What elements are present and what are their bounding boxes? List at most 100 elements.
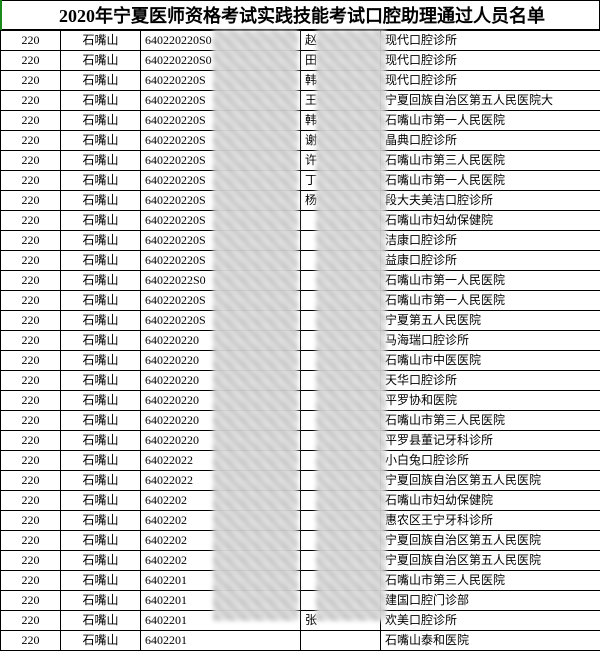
cell-code: 220 — [1, 291, 61, 311]
table-row: 220石嘴山640220220石嘴山市第三人民医院 — [1, 411, 600, 431]
table-row: 220石嘴山640220220平罗县董记牙科诊所 — [1, 431, 600, 451]
cell-hospital: 石嘴山市妇幼保健院 — [381, 211, 600, 231]
table-row: 220石嘴山6402201建国口腔门诊部 — [1, 591, 600, 611]
cell-city: 石嘴山 — [61, 351, 141, 371]
cell-city: 石嘴山 — [61, 91, 141, 111]
cell-city: 石嘴山 — [61, 611, 141, 631]
cell-city: 石嘴山 — [61, 311, 141, 331]
cell-city: 石嘴山 — [61, 31, 141, 51]
cell-city: 石嘴山 — [61, 471, 141, 491]
cell-hospital: 平罗县董记牙科诊所 — [381, 431, 600, 451]
cell-city: 石嘴山 — [61, 571, 141, 591]
cell-name — [301, 631, 381, 651]
cell-code: 220 — [1, 491, 61, 511]
table-row: 220石嘴山640220220S许石嘴山市第三人民医院 — [1, 151, 600, 171]
cell-hospital: 现代口腔诊所 — [381, 71, 600, 91]
table-row: 220石嘴山640220220石嘴山市中医医院 — [1, 351, 600, 371]
cell-hospital: 现代口腔诊所 — [381, 51, 600, 71]
cell-code: 220 — [1, 211, 61, 231]
cell-city: 石嘴山 — [61, 151, 141, 171]
cell-hospital: 石嘴山市第三人民医院 — [381, 411, 600, 431]
cell-code: 220 — [1, 511, 61, 531]
cell-city: 石嘴山 — [61, 511, 141, 531]
cell-hospital: 惠农区王宁牙科诊所 — [381, 511, 600, 531]
cell-city: 石嘴山 — [61, 231, 141, 251]
cell-city: 石嘴山 — [61, 591, 141, 611]
table-row: 220石嘴山640220220S丁石嘴山市第一人民医院 — [1, 171, 600, 191]
cell-code: 220 — [1, 351, 61, 371]
redaction-strip-names — [316, 30, 386, 621]
cell-code: 220 — [1, 411, 61, 431]
redaction-strip-ids — [213, 30, 298, 621]
cell-code: 220 — [1, 371, 61, 391]
cell-city: 石嘴山 — [61, 271, 141, 291]
cell-city: 石嘴山 — [61, 291, 141, 311]
table-row: 220石嘴山6402201石嘴山泰和医院 — [1, 631, 600, 651]
table-row: 220石嘴山640220220S韩现代口腔诊所 — [1, 71, 600, 91]
cell-city: 石嘴山 — [61, 331, 141, 351]
cell-hospital: 宁夏回族自治区第五人民医院 — [381, 551, 600, 571]
table-row: 220石嘴山64022022宁夏回族自治区第五人民医院 — [1, 471, 600, 491]
cell-code: 220 — [1, 611, 61, 631]
cell-city: 石嘴山 — [61, 171, 141, 191]
cell-hospital: 宁夏第五人民医院 — [381, 311, 600, 331]
cell-code: 220 — [1, 231, 61, 251]
cell-city: 石嘴山 — [61, 531, 141, 551]
cell-code: 220 — [1, 91, 61, 111]
cell-hospital: 石嘴山市妇幼保健院 — [381, 491, 600, 511]
table-row: 220石嘴山640220220天华口腔诊所 — [1, 371, 600, 391]
cell-city: 石嘴山 — [61, 411, 141, 431]
cell-hospital: 小白兔口腔诊所 — [381, 451, 600, 471]
table-row: 220石嘴山6402201石嘴山市第三人民医院 — [1, 571, 600, 591]
cell-city: 石嘴山 — [61, 71, 141, 91]
cell-code: 220 — [1, 431, 61, 451]
cell-code: 220 — [1, 531, 61, 551]
document-root: 2020年宁夏医师资格考试实践技能考试口腔助理通过人员名单 220石嘴山6402… — [0, 0, 600, 651]
cell-code: 220 — [1, 131, 61, 151]
cell-city: 石嘴山 — [61, 431, 141, 451]
table-row: 220石嘴山640220220S洁康口腔诊所 — [1, 231, 600, 251]
cell-code: 220 — [1, 391, 61, 411]
cell-hospital: 宁夏回族自治区第五人民医院 — [381, 531, 600, 551]
cell-code: 220 — [1, 251, 61, 271]
cell-city: 石嘴山 — [61, 451, 141, 471]
cell-hospital: 马海瑞口腔诊所 — [381, 331, 600, 351]
table-row: 220石嘴山640220220S0赵现代口腔诊所 — [1, 31, 600, 51]
cell-hospital: 石嘴山市第一人民医院 — [381, 171, 600, 191]
table-row: 220石嘴山6402202宁夏回族自治区第五人民医院 — [1, 531, 600, 551]
cell-code: 220 — [1, 591, 61, 611]
table-row: 220石嘴山640220220平罗协和医院 — [1, 391, 600, 411]
cell-city: 石嘴山 — [61, 491, 141, 511]
cell-code: 220 — [1, 471, 61, 491]
table-row: 220石嘴山640220220S益康口腔诊所 — [1, 251, 600, 271]
cell-city: 石嘴山 — [61, 111, 141, 131]
cell-hospital: 平罗协和医院 — [381, 391, 600, 411]
cell-hospital: 益康口腔诊所 — [381, 251, 600, 271]
table-row: 220石嘴山640220220S石嘴山市妇幼保健院 — [1, 211, 600, 231]
cell-hospital: 石嘴山泰和医院 — [381, 631, 600, 651]
cell-hospital: 石嘴山市第三人民医院 — [381, 571, 600, 591]
cell-city: 石嘴山 — [61, 391, 141, 411]
cell-code: 220 — [1, 31, 61, 51]
table-row: 220石嘴山640220220S0田现代口腔诊所 — [1, 51, 600, 71]
cell-city: 石嘴山 — [61, 51, 141, 71]
cell-city: 石嘴山 — [61, 551, 141, 571]
cell-city: 石嘴山 — [61, 131, 141, 151]
cell-city: 石嘴山 — [61, 631, 141, 651]
cell-code: 220 — [1, 71, 61, 91]
cell-hospital: 段大夫美洁口腔诊所 — [381, 191, 600, 211]
table-row: 220石嘴山6402202宁夏回族自治区第五人民医院 — [1, 551, 600, 571]
cell-hospital: 石嘴山市第一人民医院 — [381, 291, 600, 311]
table-row: 220石嘴山640220220S杨段大夫美洁口腔诊所 — [1, 191, 600, 211]
table-row: 220石嘴山640220220马海瑞口腔诊所 — [1, 331, 600, 351]
table-row: 220石嘴山640220220S王宁夏回族自治区第五人民医院大 — [1, 91, 600, 111]
cell-code: 220 — [1, 111, 61, 131]
cell-exam_id: 6402201 — [141, 631, 301, 651]
cell-hospital: 宁夏回族自治区第五人民医院 — [381, 471, 600, 491]
cell-hospital: 石嘴山市第一人民医院 — [381, 111, 600, 131]
table-row: 220石嘴山6402201张欢美口腔诊所 — [1, 611, 600, 631]
roster-table: 220石嘴山640220220S0赵现代口腔诊所220石嘴山640220220S… — [0, 30, 600, 651]
cell-hospital: 晶典口腔诊所 — [381, 131, 600, 151]
cell-hospital: 宁夏回族自治区第五人民医院大 — [381, 91, 600, 111]
cell-hospital: 石嘴山市第三人民医院 — [381, 151, 600, 171]
